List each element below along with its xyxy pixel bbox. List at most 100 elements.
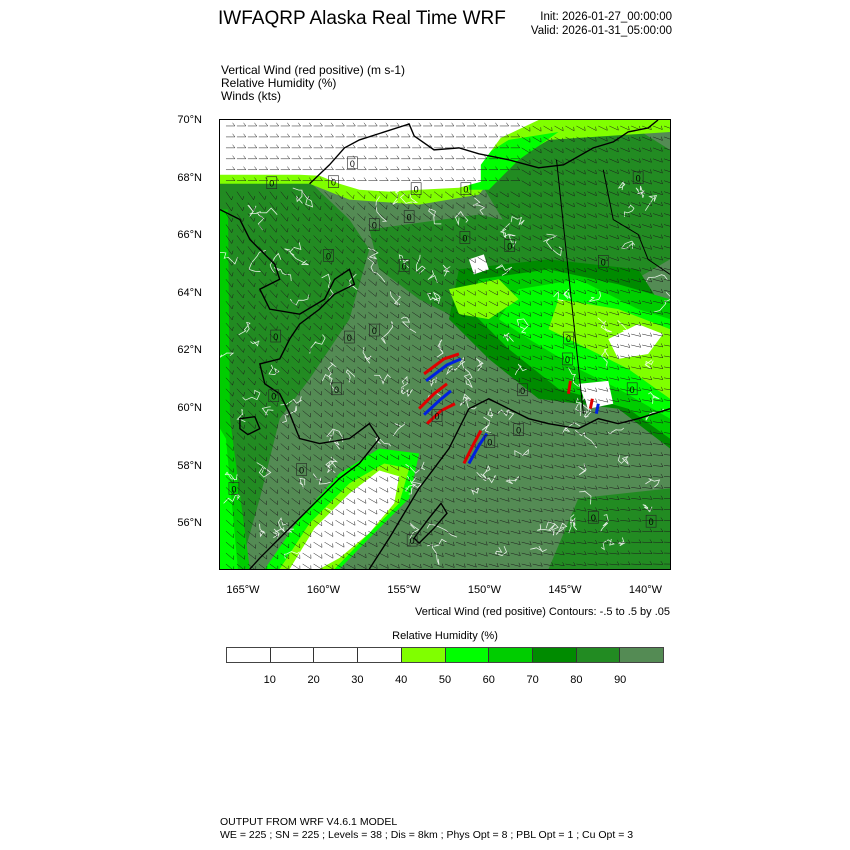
wind-barb: [379, 498, 389, 504]
wind-barb: [653, 375, 664, 380]
wind-barb: [269, 122, 280, 127]
wind-barb: [258, 202, 267, 212]
wind-barb: [598, 147, 608, 153]
wind-barb: [422, 213, 432, 221]
wind-barb: [302, 344, 311, 353]
wind-barb: [488, 177, 499, 181]
wind-barb: [477, 530, 488, 535]
wind-barb: [291, 246, 300, 255]
wind-barb: [379, 476, 389, 482]
wind-barb: [313, 432, 322, 440]
wind-barb: [258, 322, 267, 332]
wind-barb: [422, 290, 432, 297]
wind-barb: [663, 158, 670, 162]
wind-barb: [521, 158, 531, 165]
wind-barb: [543, 311, 554, 317]
wind-barb: [642, 267, 653, 272]
wind-barb: [521, 453, 532, 458]
wind-barb: [291, 388, 300, 396]
wind-barb: [390, 268, 399, 276]
wind-barb: [433, 519, 444, 525]
wind-barb: [225, 301, 234, 310]
contour-label-box: [406, 533, 418, 547]
wind-barb: [412, 399, 422, 406]
wind-barb: [576, 235, 586, 240]
wind-barb: [236, 333, 245, 343]
wind-barb: [444, 202, 454, 209]
wind-barb: [576, 463, 587, 469]
wind-barb: [510, 144, 521, 149]
wind-barb: [445, 166, 455, 171]
wind-barb: [642, 299, 653, 305]
wind-barb: [324, 443, 333, 450]
wind-barb: [247, 377, 256, 386]
wind-barb: [412, 344, 421, 351]
wind-barb: [411, 279, 421, 286]
wind-barb: [554, 300, 565, 306]
wind-barb: [390, 246, 399, 254]
wind-barb: [390, 202, 399, 210]
wind-barb: [565, 300, 576, 306]
wind-barb: [576, 136, 586, 142]
wind-barb: [663, 443, 670, 445]
wind-barb: [609, 267, 620, 272]
wind-barb: [455, 410, 466, 416]
contour-label-box: [347, 156, 358, 170]
wind-barb: [510, 213, 520, 220]
wind-barb: [510, 155, 521, 160]
wind-barb: [576, 246, 586, 251]
contour-info: Vertical Wind (red positive) Contours: -…: [415, 606, 670, 618]
wind-barb: [291, 509, 300, 516]
wind-barb: [433, 279, 443, 286]
wind-barb: [302, 257, 311, 266]
wind-barb: [346, 410, 355, 418]
wind-barb: [258, 155, 269, 160]
rh-contour-line: [545, 521, 559, 536]
wind-barb: [434, 133, 444, 138]
wind-barb: [609, 398, 620, 403]
wind-barb: [488, 322, 498, 329]
wind-barb: [379, 410, 388, 417]
wind-barb: [565, 453, 576, 458]
wind-barb: [236, 202, 245, 212]
wind-barb: [247, 246, 256, 255]
wind-barb: [433, 268, 443, 275]
wind-barb: [368, 454, 378, 461]
wind-barb: [521, 540, 532, 545]
wind-barb: [554, 235, 564, 241]
wind-barb: [631, 484, 642, 489]
wind-barb: [269, 301, 278, 310]
wind-barb: [653, 386, 664, 391]
wind-barb: [587, 518, 598, 523]
wind-barb: [390, 322, 399, 330]
wind-barb: [587, 180, 597, 186]
wind-barb: [313, 552, 323, 559]
wind-barb: [631, 528, 642, 533]
wind-barb: [642, 550, 653, 554]
wind-barb: [346, 311, 355, 320]
wind-barb: [598, 256, 609, 262]
wind-barb: [379, 443, 389, 450]
wind-barb: [664, 487, 670, 489]
wind-barb: [576, 529, 587, 534]
rh-contour-line: [405, 483, 417, 495]
wind-barb: [587, 550, 598, 555]
wind-barb: [499, 224, 509, 231]
wind-barb: [346, 322, 355, 330]
wind-barb: [499, 333, 510, 339]
wind-barb: [258, 530, 268, 538]
wind-barb: [444, 257, 454, 264]
wind-barb: [346, 133, 356, 138]
wind-barb: [324, 268, 333, 276]
wind-barb: [412, 443, 422, 449]
wind-barb: [313, 454, 322, 461]
wind-barb: [663, 169, 670, 172]
wind-barb: [335, 301, 344, 309]
wind-barb: [477, 300, 487, 307]
wind-barb: [510, 453, 521, 459]
wind-barb: [532, 377, 543, 382]
wind-barb: [488, 562, 499, 568]
wind-barb: [346, 344, 355, 352]
wind-barb: [609, 441, 620, 446]
colorbar-swatch: [489, 648, 533, 662]
